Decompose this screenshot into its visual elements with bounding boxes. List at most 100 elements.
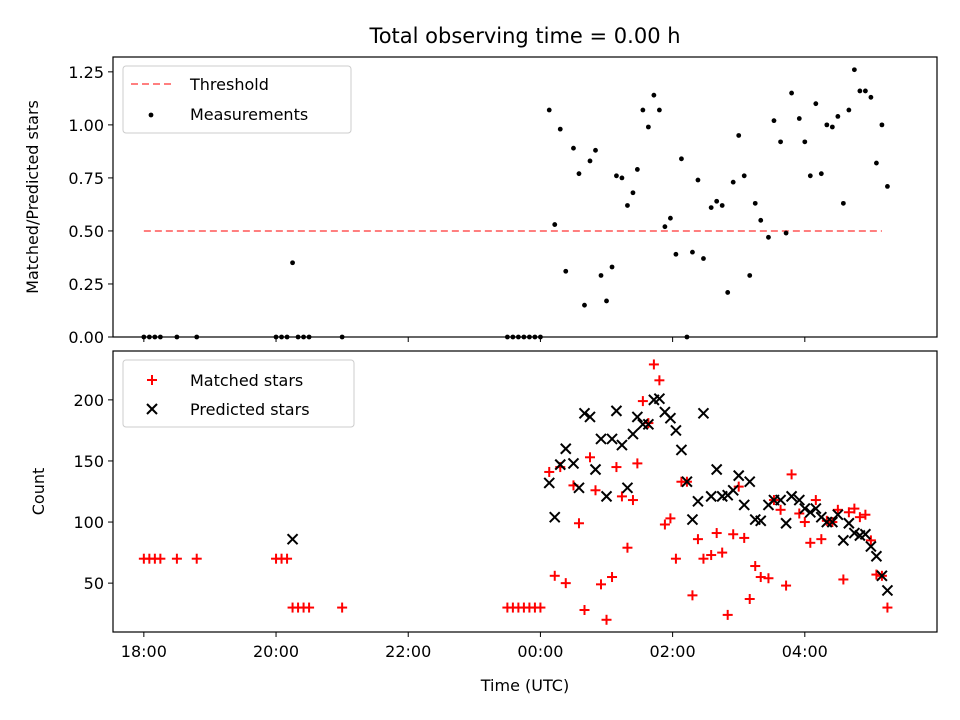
measurement-point: [747, 273, 753, 278]
matched-star-point: [171, 553, 182, 564]
measurement-point: [598, 273, 604, 278]
measurement-point: [725, 290, 731, 295]
matched-star-point: [744, 594, 755, 605]
measurement-point: [668, 215, 673, 221]
top-y-tick-label: 0.50: [68, 222, 104, 241]
legend-predicted-swatch: [146, 403, 158, 415]
chart-title: Total observing time = 0.00 h: [368, 24, 680, 48]
bottom-legend-box: [122, 359, 355, 428]
measurement-point: [879, 122, 885, 128]
matched-star-point: [544, 466, 555, 477]
matched-star-point: [775, 504, 786, 515]
bottom-y-tick-label: 50: [84, 574, 104, 593]
measurement-point: [818, 171, 824, 177]
matched-star-point: [535, 602, 546, 613]
measurement-point: [796, 116, 802, 121]
bottom-y-tick-label: 150: [73, 452, 104, 471]
top-y-tick-label: 0.00: [68, 328, 104, 347]
x-tick-label: 04:00: [782, 642, 828, 661]
matched-star-point: [337, 602, 348, 613]
matched-star-point: [637, 396, 648, 407]
predicted-star-point: [870, 550, 883, 562]
matched-star-point: [733, 481, 744, 492]
measurement-point: [885, 183, 890, 189]
matched-star-point: [601, 614, 612, 625]
matched-star-point: [865, 535, 876, 546]
predicted-star-point: [549, 511, 561, 523]
predicted-star-point: [631, 411, 644, 423]
predicted-star-point: [799, 502, 811, 515]
top-legend-box: [122, 65, 352, 134]
measurement-point: [752, 200, 758, 206]
predicted-star-point: [686, 513, 699, 526]
matched-star-point: [781, 580, 792, 591]
matched-star-point: [579, 605, 590, 616]
top-y-tick-label: 1.25: [68, 63, 104, 82]
predicted-star-point: [692, 495, 704, 507]
measurement-point: [802, 139, 808, 145]
predicted-star-point: [573, 482, 585, 494]
x-axis-label: Time (UTC): [480, 676, 569, 695]
matched-star-point: [786, 469, 797, 480]
measurement-point: [771, 118, 777, 124]
measurement-point: [862, 88, 868, 94]
legend-matched-swatch: [147, 375, 157, 385]
predicted-star-point: [543, 477, 555, 489]
predicted-star-point: [610, 405, 623, 417]
predicted-star-point: [560, 443, 572, 455]
predicted-star-point: [733, 469, 745, 482]
matched-star-point: [611, 462, 622, 473]
measurement-point: [857, 88, 863, 94]
predicted-star-point: [843, 517, 855, 529]
matched-star-point: [799, 517, 810, 528]
measurement-point: [783, 230, 789, 236]
predicted-star-point: [554, 458, 566, 471]
predicted-star-point: [697, 407, 710, 420]
bottom-y-tick-label: 100: [73, 513, 104, 532]
predicted-star-point: [584, 411, 596, 423]
predicted-star-point: [810, 502, 822, 515]
measurement-point: [824, 122, 830, 128]
matched-star-point: [794, 508, 805, 519]
measurement-point: [807, 173, 813, 179]
predicted-star-point: [826, 516, 839, 528]
predicted-star-point: [621, 482, 634, 494]
matched-star-point: [607, 572, 618, 583]
matched-star-point: [755, 572, 766, 583]
measurement-point: [679, 156, 684, 162]
matched-star-point: [717, 547, 728, 558]
predicted-star-point: [578, 407, 591, 420]
x-tick-label: 20:00: [253, 642, 299, 661]
predicted-star-point: [865, 540, 877, 553]
predicted-star-point: [670, 424, 682, 437]
measurement-point: [576, 171, 582, 177]
bottom-y-axis-label: Count: [29, 468, 48, 516]
matched-star-point: [810, 495, 821, 506]
measurement-point: [778, 139, 783, 145]
matched-star-point: [155, 553, 166, 564]
matched-star-point: [849, 503, 860, 514]
matched-star-point: [627, 495, 638, 506]
predicted-star-point: [606, 433, 618, 445]
matched-star-point: [622, 542, 633, 553]
top-axes-frame: [112, 56, 938, 338]
measurement-point: [835, 113, 841, 119]
predicted-star-point: [785, 490, 798, 503]
measurement-point: [719, 203, 725, 208]
matched-star-point: [632, 458, 643, 469]
predicted-star-point: [664, 412, 677, 424]
legend-matched-label: Matched stars: [190, 371, 303, 390]
measurement-point: [640, 107, 646, 113]
matched-star-point: [549, 570, 560, 581]
predicted-star-point: [681, 476, 693, 488]
matched-star-point: [596, 579, 607, 590]
measurement-point: [609, 264, 615, 270]
measurement-point: [656, 107, 662, 113]
measurement-point: [593, 147, 598, 153]
measurement-point: [701, 256, 706, 261]
predicted-star-point: [710, 463, 723, 476]
predicted-star-point: [832, 509, 844, 521]
measurement-point: [708, 205, 714, 211]
top-legend: Threshold Measurements: [122, 65, 352, 134]
matched-star-point: [722, 609, 733, 620]
